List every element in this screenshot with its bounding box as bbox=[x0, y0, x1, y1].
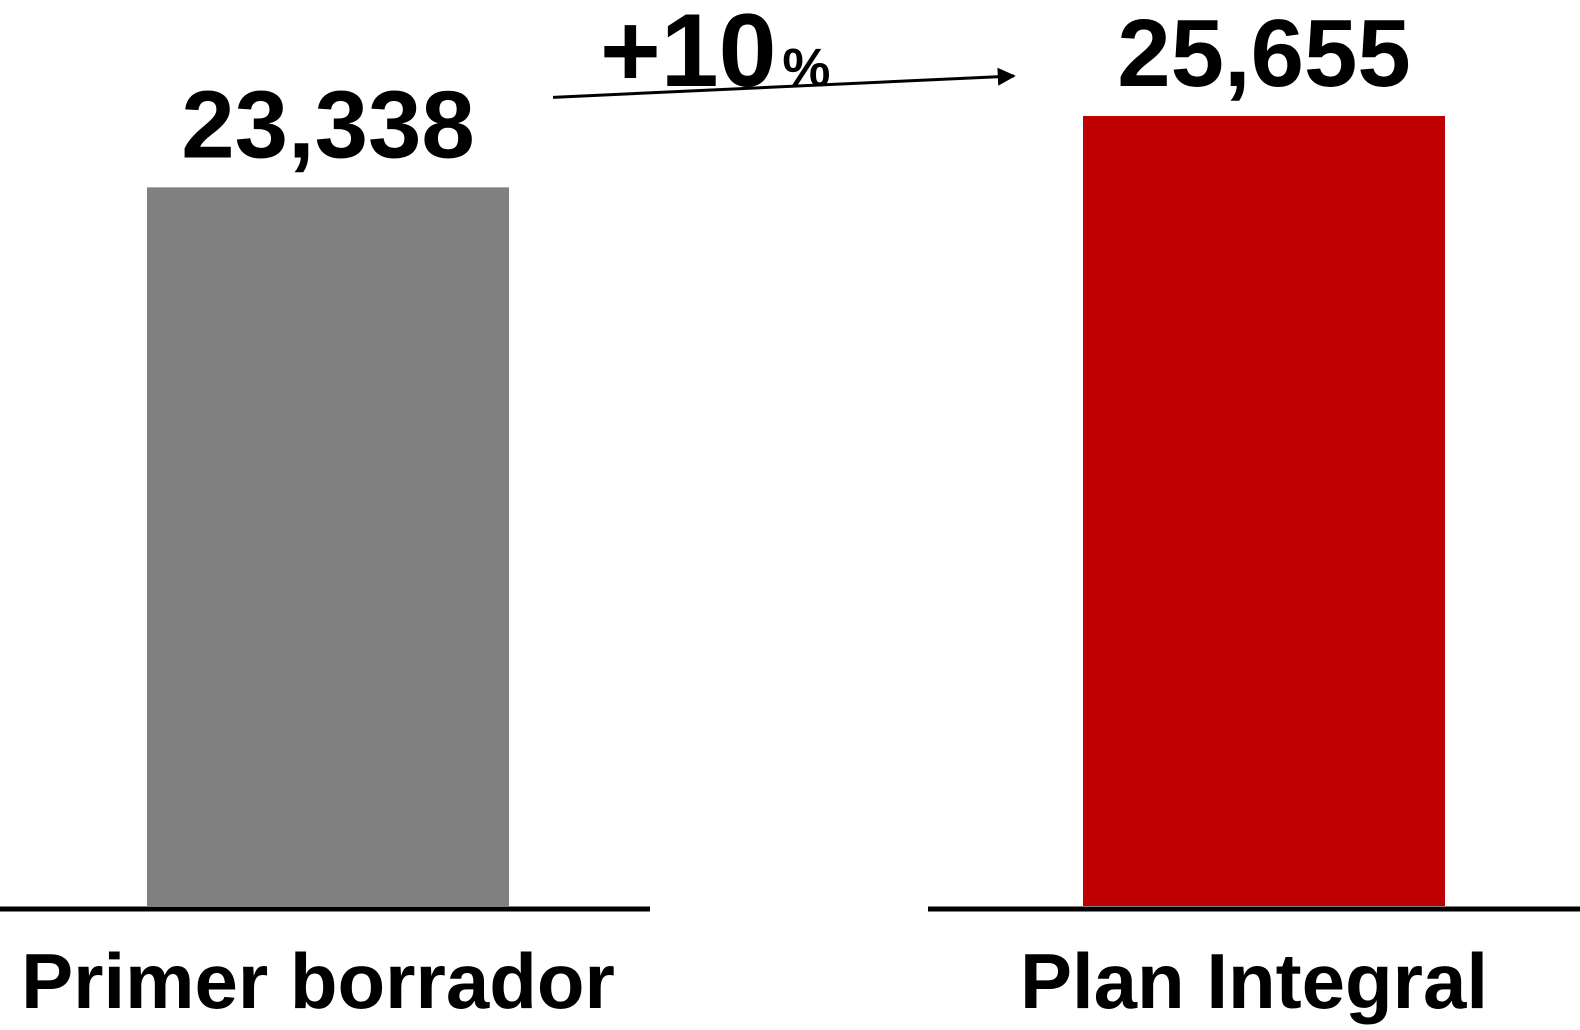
category-label-plan-integral: Plan Integral bbox=[1020, 937, 1488, 1025]
change-annotation: +10% bbox=[552, 0, 1016, 109]
bar-primer-borrador bbox=[147, 187, 509, 906]
change-label-unit: % bbox=[782, 38, 830, 98]
change-label-main: +10 bbox=[600, 0, 776, 109]
category-label-primer-borrador: Primer borrador bbox=[21, 937, 615, 1025]
bars bbox=[147, 116, 1445, 906]
change-label: +10% bbox=[600, 0, 830, 109]
value-labels: 23,338 25,655 bbox=[181, 0, 1411, 178]
category-labels: Primer borrador Plan Integral bbox=[21, 937, 1488, 1025]
change-arrow bbox=[552, 67, 1016, 99]
value-label-plan-integral: 25,655 bbox=[1117, 0, 1411, 107]
value-label-primer-borrador: 23,338 bbox=[181, 71, 475, 178]
bar-plan-integral bbox=[1083, 116, 1445, 906]
